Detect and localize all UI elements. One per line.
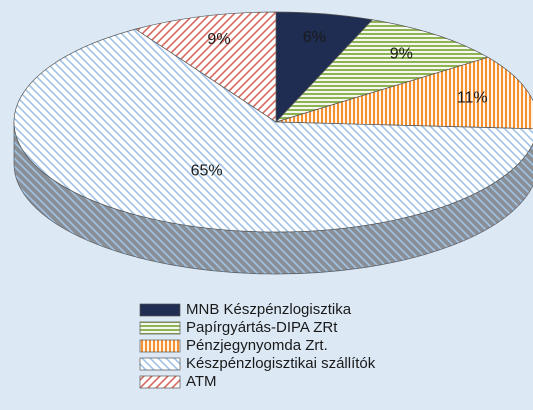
legend-label: Papírgyártás-DIPA ZRt xyxy=(186,319,338,336)
legend-swatch xyxy=(139,375,181,389)
slice xyxy=(13,28,533,233)
legend-label: Készpénzlogisztikai szállítók xyxy=(186,355,376,372)
legend-label: Pénzjegynyomda Zrt. xyxy=(186,337,328,354)
legend-label: MNB Készpénzlogisztika xyxy=(186,301,352,318)
legend-label: ATM xyxy=(186,373,217,390)
data-label: 9% xyxy=(207,31,230,48)
legend-swatch xyxy=(139,339,181,353)
slice xyxy=(275,56,533,130)
data-label: 6% xyxy=(303,29,326,46)
data-label: 9% xyxy=(390,45,413,62)
legend-swatch xyxy=(139,321,181,335)
legend-swatch xyxy=(139,357,181,371)
slice xyxy=(134,11,277,123)
legend-swatch xyxy=(139,303,181,317)
data-label: 11% xyxy=(457,89,488,106)
data-label: 65% xyxy=(191,162,223,179)
slice xyxy=(274,19,489,123)
